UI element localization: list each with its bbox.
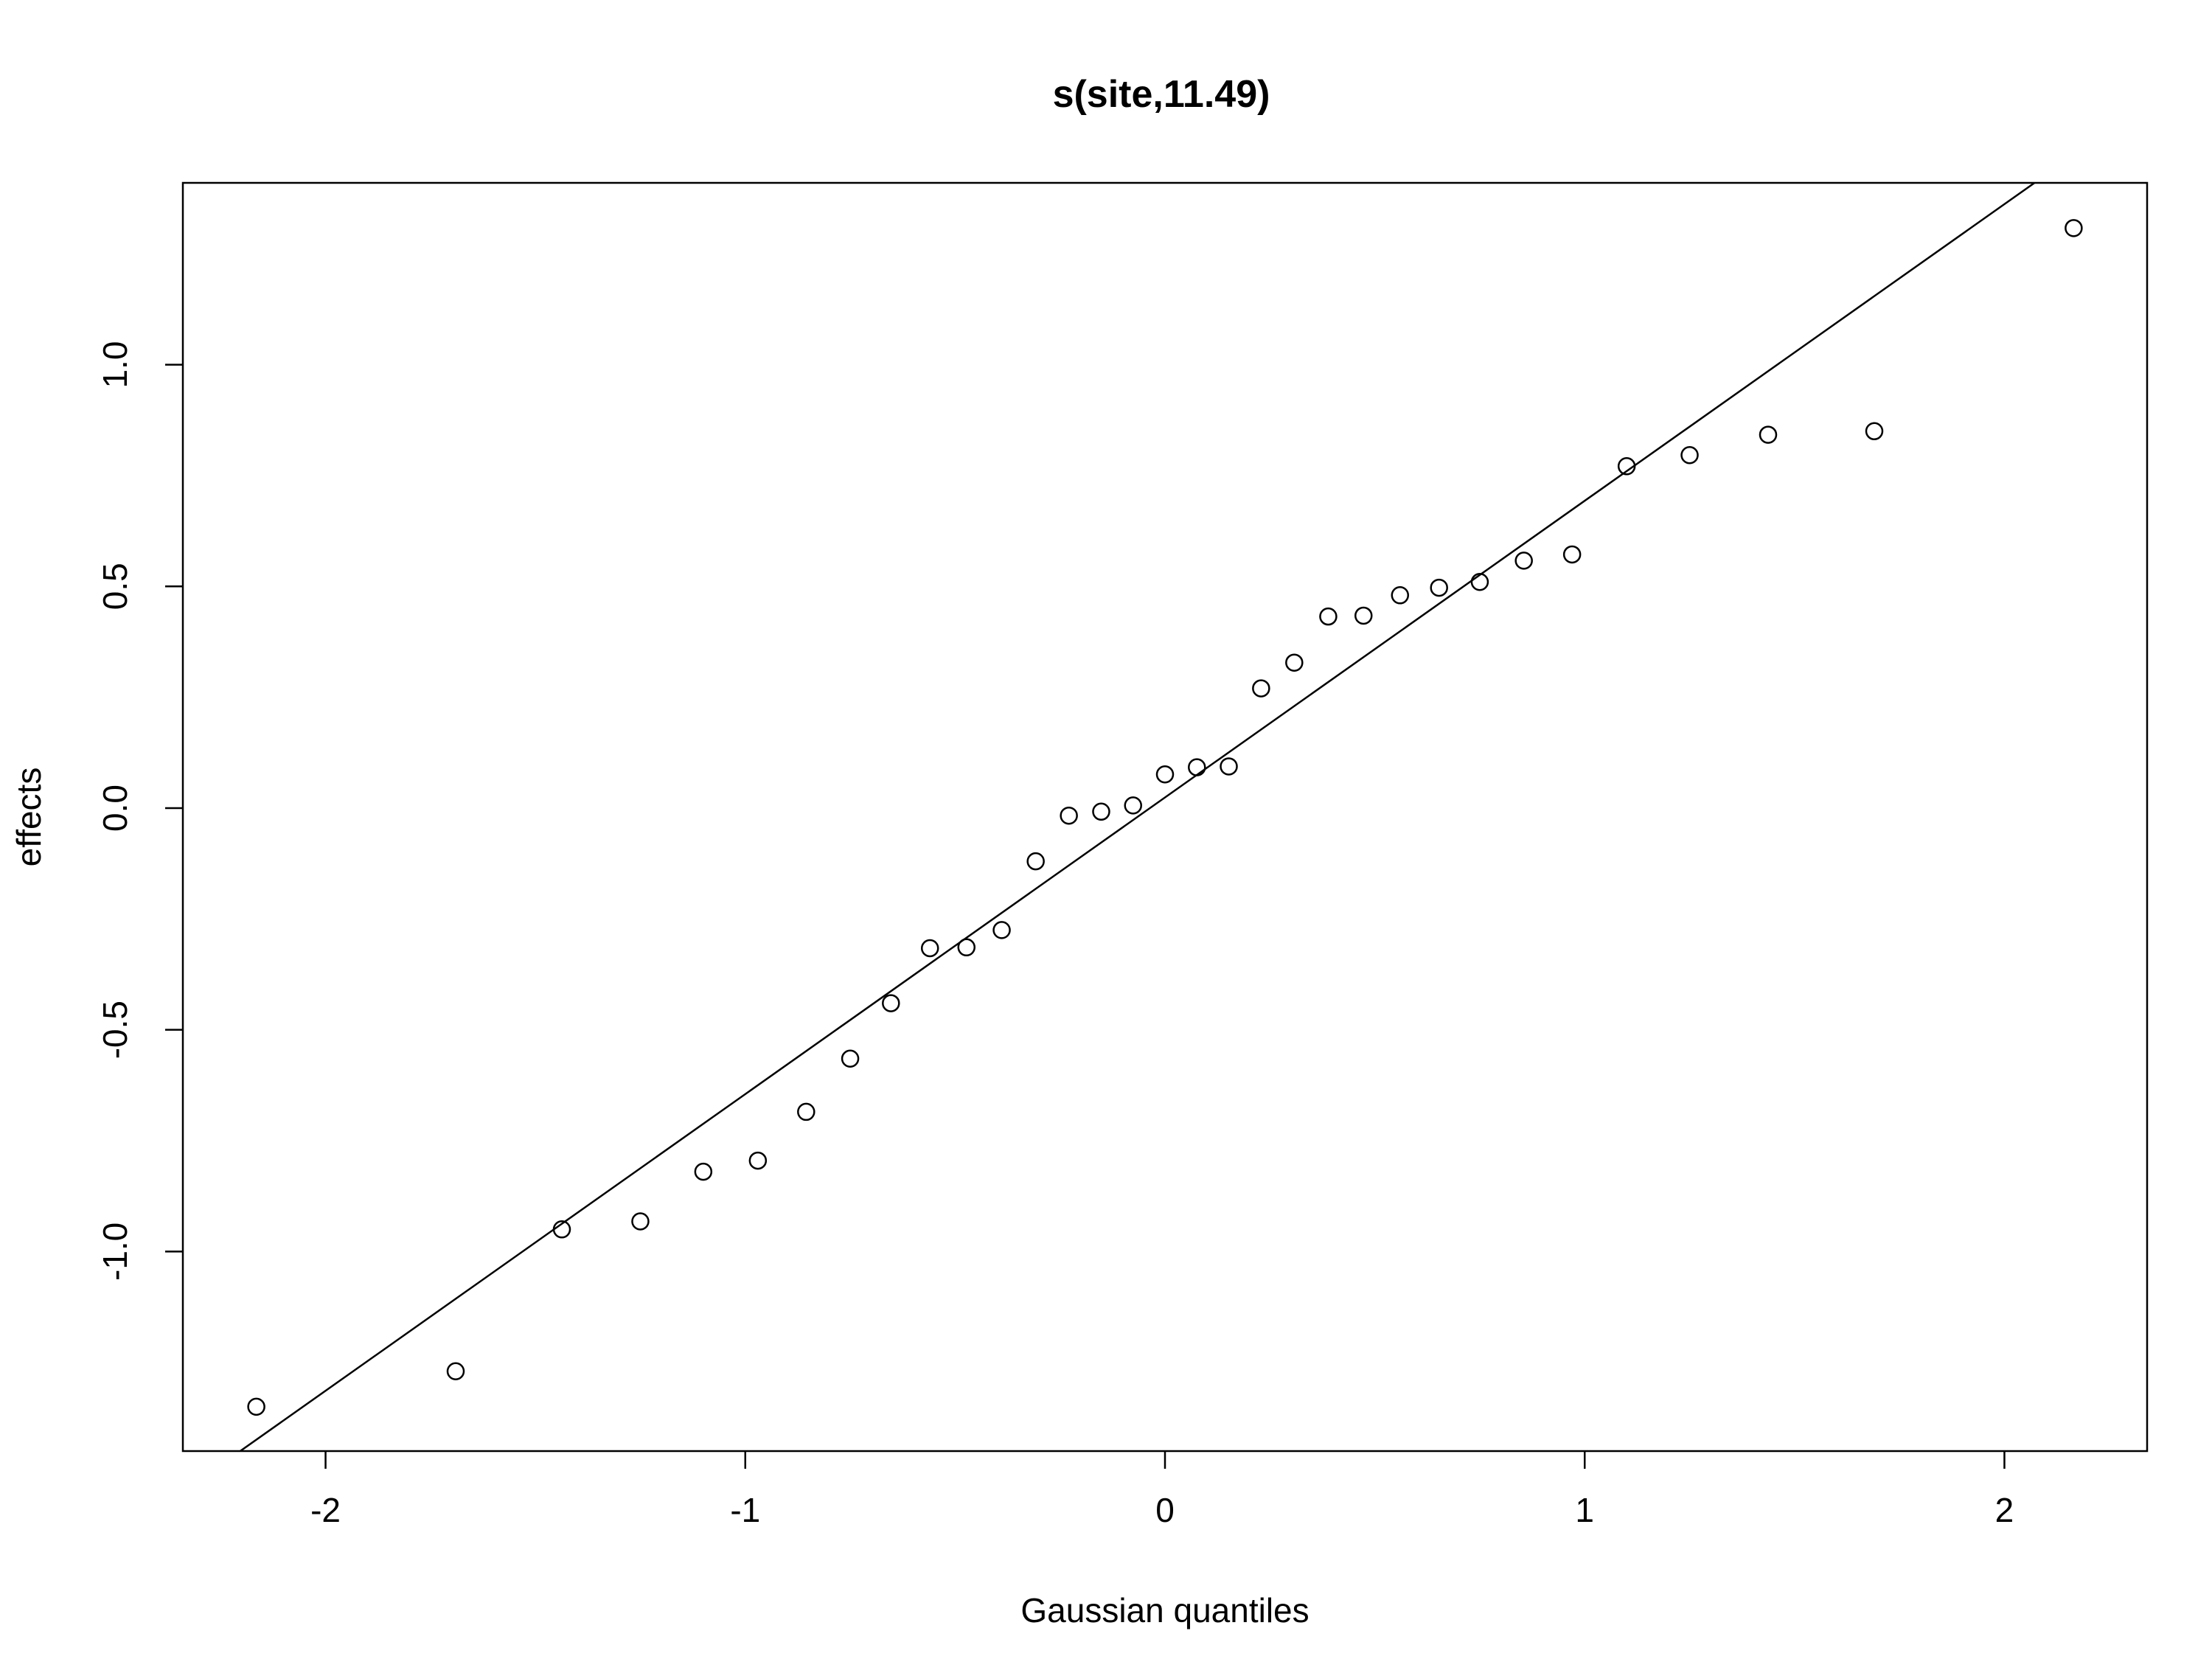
- y-axis-label: effects: [10, 768, 48, 867]
- data-point: [797, 1102, 815, 1121]
- data-point: [1155, 765, 1175, 784]
- data-point: [1319, 607, 1338, 626]
- data-point: [1026, 852, 1045, 871]
- reference-line: [238, 183, 2037, 1451]
- data-point: [1252, 679, 1270, 698]
- y-axis: -1.0 -0.5 0.0 0.5 1.0: [96, 341, 183, 1281]
- plot-frame: [181, 181, 2149, 1453]
- x-tick-label: -2: [310, 1491, 341, 1529]
- y-tick-label: 0.0: [96, 785, 134, 832]
- data-point: [957, 938, 976, 957]
- data-point: [1430, 578, 1448, 597]
- chart-title: s(site,11.49): [1053, 73, 1270, 116]
- data-points: [247, 219, 2083, 1416]
- data-point: [841, 1049, 860, 1068]
- data-point: [552, 1220, 571, 1239]
- data-point: [1514, 552, 1533, 570]
- data-point: [1124, 796, 1142, 815]
- data-point: [1220, 757, 1238, 776]
- data-point: [1680, 446, 1699, 465]
- reference-line-group: [238, 183, 2037, 1451]
- data-point: [694, 1162, 713, 1181]
- data-point: [247, 1397, 265, 1416]
- x-axis-label: Gaussian quantiles: [1020, 1591, 1309, 1630]
- data-point: [1391, 586, 1410, 605]
- data-point: [446, 1362, 465, 1380]
- data-point: [1759, 425, 1778, 444]
- data-point: [1092, 802, 1110, 821]
- data-point: [631, 1212, 650, 1231]
- y-tick-label: 1.0: [96, 341, 134, 389]
- data-point: [1188, 758, 1206, 776]
- data-point: [1562, 545, 1582, 564]
- x-axis: -2 -1 0 1 2: [310, 1451, 2014, 1529]
- data-point: [920, 939, 939, 958]
- y-tick-label: -1.0: [96, 1222, 134, 1281]
- data-point: [1470, 573, 1489, 591]
- data-point: [1060, 806, 1078, 825]
- x-tick-label: 0: [1155, 1491, 1175, 1529]
- x-tick-label: 2: [1995, 1491, 2014, 1529]
- data-point: [1354, 606, 1373, 625]
- x-tick-label: 1: [1575, 1491, 1594, 1529]
- x-tick-label: -1: [730, 1491, 760, 1529]
- data-point: [992, 921, 1011, 939]
- data-point: [1285, 653, 1304, 672]
- data-point: [1617, 457, 1636, 476]
- y-tick-label: 0.5: [96, 563, 134, 610]
- data-point: [748, 1151, 768, 1170]
- data-point: [2065, 219, 2083, 237]
- data-point: [1865, 422, 1884, 441]
- data-point: [882, 994, 900, 1012]
- y-tick-label: -0.5: [96, 1001, 134, 1059]
